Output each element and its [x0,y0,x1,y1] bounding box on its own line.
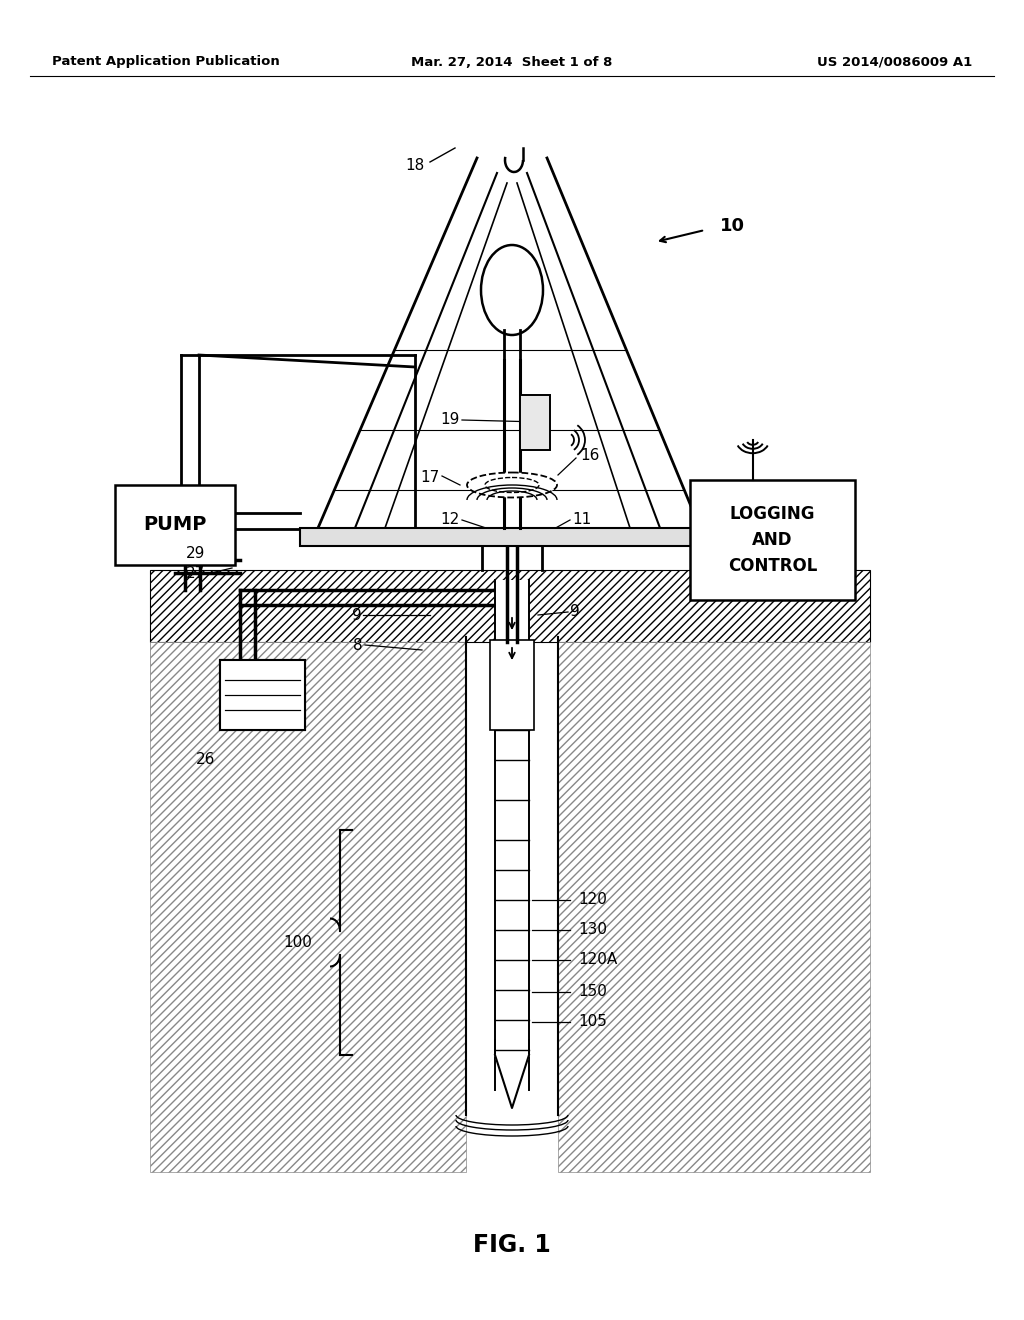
Bar [150,640,340,741]
Text: 19: 19 [440,412,460,428]
Bar [558,642,870,1172]
Text: PUMP: PUMP [143,516,207,535]
Text: 9: 9 [570,605,580,619]
Text: 8: 8 [353,638,362,652]
Bar [220,660,305,730]
Bar [300,528,720,546]
Text: 17: 17 [421,470,440,486]
Text: 120: 120 [578,892,607,908]
Text: 29: 29 [185,546,205,561]
Bar [115,484,234,565]
Text: FIG. 1: FIG. 1 [473,1233,551,1257]
Text: 9: 9 [352,607,362,623]
Bar [520,395,550,450]
Text: 105: 105 [578,1015,607,1030]
Text: CONTROL: CONTROL [728,557,817,576]
Text: 10: 10 [720,216,745,235]
Ellipse shape [467,473,557,498]
Text: 26: 26 [196,752,215,767]
Text: Mar. 27, 2014  Sheet 1 of 8: Mar. 27, 2014 Sheet 1 of 8 [412,55,612,69]
Text: 130: 130 [578,923,607,937]
Bar [495,579,529,1090]
Polygon shape [495,1055,529,1107]
Text: LOGGING: LOGGING [730,504,815,523]
Text: US 2014/0086009 A1: US 2014/0086009 A1 [817,55,972,69]
Bar [490,640,534,730]
Bar [150,570,870,642]
Text: 12: 12 [440,512,460,528]
Ellipse shape [481,246,543,335]
Text: Patent Application Publication: Patent Application Publication [52,55,280,69]
Ellipse shape [485,478,539,492]
Bar [220,660,305,730]
Text: 18: 18 [406,157,425,173]
Text: 16: 16 [580,447,599,462]
Bar [150,642,466,1172]
Text: 100: 100 [283,935,312,950]
Bar [690,480,855,601]
Text: 27: 27 [185,566,205,582]
Text: 150: 150 [578,985,607,999]
Text: AND: AND [753,531,793,549]
Text: 120A: 120A [578,953,617,968]
Text: 11: 11 [572,512,591,528]
